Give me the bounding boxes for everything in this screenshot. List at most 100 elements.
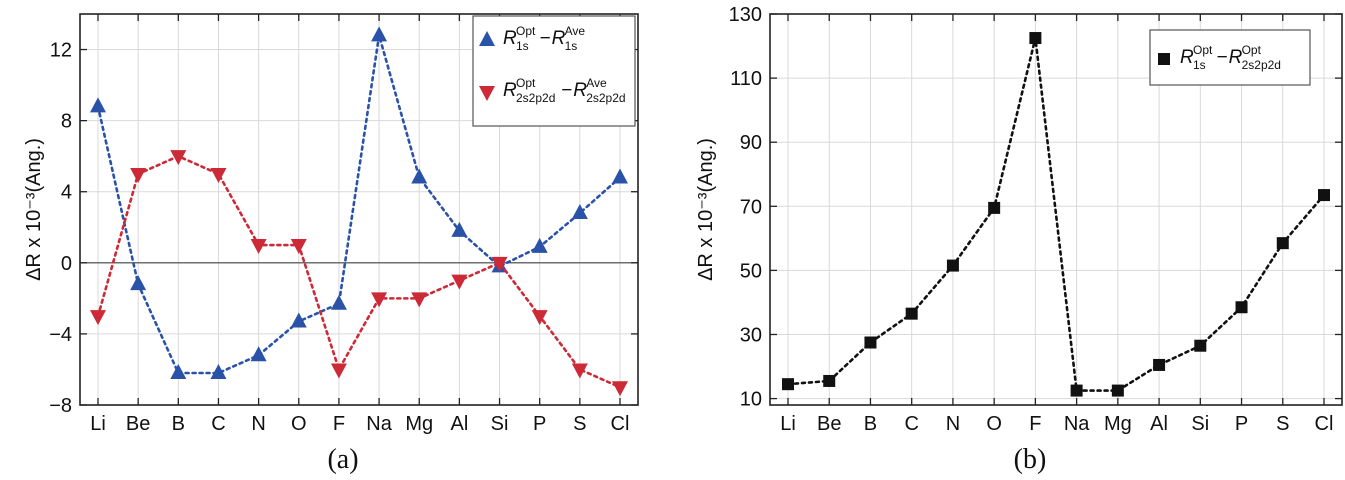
- legend-marker: [1158, 53, 1170, 65]
- y-tick-label: 90: [740, 132, 762, 154]
- x-tick-label: C: [211, 413, 225, 435]
- y-tick-label: 30: [740, 324, 762, 346]
- legend-box: [1149, 29, 1311, 86]
- x-tick-label: Be: [817, 413, 841, 435]
- data-point: [210, 364, 227, 380]
- series-0: [90, 26, 628, 380]
- y-tick-label: 110: [730, 68, 762, 90]
- legend-subscript: 1s: [1193, 58, 1206, 72]
- x-tick-label: Mg: [405, 413, 433, 435]
- data-point: [411, 168, 428, 184]
- y-tick-label: −8: [49, 395, 72, 417]
- data-point: [491, 256, 508, 272]
- x-tick-label: Si: [491, 413, 509, 435]
- data-point: [411, 292, 428, 308]
- data-point: [250, 346, 267, 362]
- series-line: [786, 37, 1326, 392]
- y-axis-label: ΔR x 10⁻³(Ang.): [23, 138, 45, 281]
- panel-label: (a): [327, 444, 358, 475]
- data-point: [782, 378, 794, 391]
- data-point: [571, 204, 588, 220]
- y-tick-label: 70: [740, 196, 762, 218]
- data-point: [531, 237, 548, 253]
- legend-superscript: Opt: [516, 24, 536, 38]
- x-tick-label: Na: [366, 413, 392, 435]
- x-tick-label: Cl: [611, 413, 630, 435]
- x-tick-label: S: [1276, 413, 1289, 435]
- panel-label: (b): [1014, 444, 1047, 475]
- data-point: [371, 26, 388, 42]
- data-point: [90, 310, 106, 326]
- x-tick-label: N: [251, 413, 265, 435]
- legend-subscript: 2s2p2d: [1242, 58, 1281, 72]
- data-point: [823, 374, 836, 387]
- y-tick-label: 4: [61, 182, 72, 204]
- data-point: [946, 259, 959, 272]
- legend-superscript: Opt: [1193, 43, 1213, 57]
- y-tick-label: 0: [61, 253, 72, 275]
- chart-panel-a: Li Be B C N O F Na Mg Al Si P S Cl −8 −4 0 4 8 12 ΔR x 10⁻³(…: [23, 13, 639, 475]
- x-tick-label: Cl: [1315, 413, 1334, 435]
- data-point: [612, 168, 628, 184]
- data-point: [170, 150, 187, 166]
- data-point: [330, 294, 347, 310]
- legend-symbol-r: R: [503, 80, 517, 101]
- legend-subscript: 1s: [516, 39, 529, 53]
- x-tick-label: B: [864, 413, 877, 435]
- x-tick-label: P: [533, 413, 546, 435]
- x-tick-label: B: [172, 413, 185, 435]
- data-point: [290, 239, 307, 255]
- data-point: [1235, 301, 1248, 314]
- x-tick-label: Si: [1191, 413, 1209, 435]
- y-axis-label: ΔR x 10⁻³(Ang.): [695, 138, 717, 281]
- legend-minus: −: [561, 80, 572, 101]
- data-point: [451, 274, 468, 290]
- legend-superscript: Opt: [516, 76, 536, 90]
- x-tick-label: O: [986, 413, 1002, 435]
- x-tick-label: F: [333, 413, 345, 435]
- legend-superscript: Ave: [586, 76, 607, 90]
- data-point: [612, 381, 628, 397]
- data-point: [531, 310, 548, 326]
- x-tick-label: Al: [450, 413, 468, 435]
- legend-minus: −: [540, 28, 551, 49]
- x-tick-label: Na: [1064, 413, 1090, 435]
- legend-symbol-r: R: [552, 28, 566, 49]
- data-point: [905, 307, 918, 320]
- y-tick-label: −4: [49, 324, 72, 346]
- data-point: [290, 312, 307, 328]
- legend-symbol-r: R: [503, 28, 517, 49]
- x-tick-label: Mg: [1104, 413, 1132, 435]
- legend-minus: −: [1217, 47, 1228, 68]
- x-tick-label: O: [291, 413, 307, 435]
- legend-marker: [479, 31, 495, 46]
- data-point: [451, 221, 468, 237]
- data-point: [250, 239, 267, 255]
- plot-frame: [769, 13, 1343, 406]
- legend-marker: [479, 86, 495, 101]
- data-point: [90, 97, 106, 113]
- data-point: [170, 364, 187, 380]
- data-point: [1153, 358, 1166, 371]
- data-point: [988, 201, 1001, 214]
- legend-subscript: 1s: [565, 39, 578, 53]
- x-tick-label: C: [904, 413, 918, 435]
- legend-box: [472, 15, 636, 127]
- x-tick-label: F: [1029, 413, 1041, 435]
- legend-symbol-r: R: [573, 80, 587, 101]
- data-point: [1276, 237, 1289, 250]
- x-tick-label: S: [573, 413, 586, 435]
- series-1: [90, 150, 628, 397]
- plot-frame: [79, 13, 639, 406]
- x-tick-label: Li: [780, 413, 796, 435]
- series-line: [96, 34, 622, 375]
- legend-symbol-r: R: [1180, 47, 1194, 68]
- y-tick-label: 8: [61, 111, 72, 133]
- series-0: [782, 32, 1330, 397]
- x-tick-label: Li: [90, 413, 106, 435]
- x-tick-label: Al: [1150, 413, 1168, 435]
